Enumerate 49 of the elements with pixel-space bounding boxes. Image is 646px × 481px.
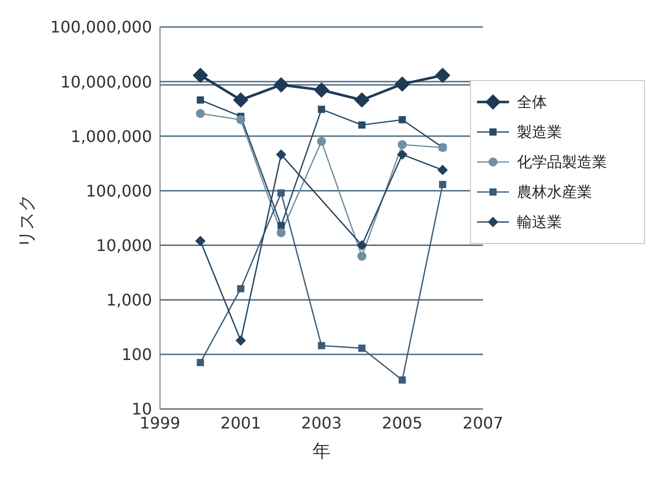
point	[394, 76, 410, 92]
point	[354, 92, 370, 108]
point	[278, 222, 285, 230]
point	[196, 108, 205, 118]
point	[435, 68, 450, 83]
point	[233, 92, 248, 108]
y-tick-label: 1,000	[106, 290, 152, 310]
y-axis-title: リスク	[16, 194, 38, 248]
point	[358, 344, 366, 352]
x-tick-label: 2001	[220, 413, 262, 432]
x-axis-title: 年	[312, 441, 330, 462]
x-tick-label: 2003	[301, 413, 342, 432]
point	[398, 116, 406, 124]
point	[439, 180, 446, 188]
y-tick-label: 100,000	[86, 181, 152, 200]
legend-label: 全体	[517, 92, 547, 112]
point	[356, 240, 367, 250]
point	[236, 336, 246, 346]
point	[398, 140, 407, 150]
y-tick-label: 1,000,000	[70, 126, 152, 146]
point	[274, 77, 289, 92]
point	[276, 228, 286, 238]
point	[314, 82, 329, 98]
point	[192, 68, 208, 83]
point	[236, 115, 246, 124]
point	[357, 252, 366, 261]
point	[195, 236, 206, 246]
point	[318, 106, 326, 113]
y-tick-label: 100	[121, 345, 152, 364]
x-tick-label: 2005	[382, 413, 423, 432]
point	[278, 189, 285, 197]
point	[438, 164, 448, 175]
y-tick-label: 100,000,000	[50, 18, 152, 37]
legend-label: 化学品製造業	[517, 152, 607, 172]
point	[276, 150, 286, 160]
y-tick-label: 10,000,000	[60, 72, 152, 92]
x-tick-label: 2007	[462, 413, 504, 432]
point	[318, 342, 326, 350]
point	[237, 285, 244, 292]
point	[196, 358, 204, 366]
legend-label: 農林水産業	[517, 182, 592, 202]
point	[358, 121, 366, 129]
point	[317, 136, 326, 146]
point	[398, 376, 406, 384]
point	[397, 150, 408, 160]
y-tick-label: 10,000	[96, 236, 152, 255]
legend-label: 製造業	[517, 122, 562, 142]
legend-label: 輸送業	[517, 212, 562, 232]
point	[196, 96, 204, 104]
